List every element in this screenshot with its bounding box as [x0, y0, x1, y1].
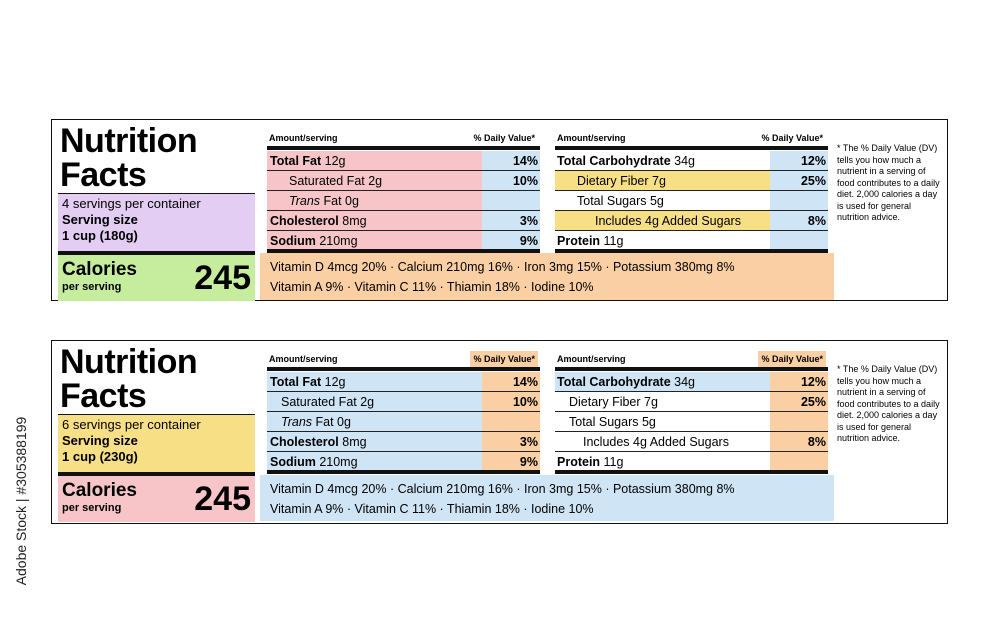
nutrient-row: Protein 11g: [555, 231, 828, 251]
nutrient-column-right: Amount/serving % Daily Value* Total Carb…: [555, 341, 828, 474]
nutrient-row: Dietary Fiber 7g 25%: [555, 171, 828, 191]
label-title: Nutrition Facts: [60, 345, 255, 413]
divider: [555, 470, 828, 474]
calories-box: Calories per serving 245: [58, 472, 255, 522]
nutrient-row: Saturated Fat 2g 10%: [267, 171, 540, 191]
calories-sub: per serving: [62, 502, 122, 514]
nutrient-row: Sodium 210mg 9%: [267, 452, 540, 472]
calories-sub: per serving: [62, 281, 122, 293]
nutrient-row: Total Carbohydrate 34g 12%: [555, 151, 828, 171]
nutrient-row: Total Sugars 5g: [555, 191, 828, 211]
serving-size-value: 1 cup (180g): [62, 228, 138, 243]
nutrient-column-right: Amount/serving % Daily Value* Total Carb…: [555, 120, 828, 253]
divider: [267, 470, 540, 474]
nutrient-row: Saturated Fat 2g 10%: [267, 392, 540, 412]
column-header: Amount/serving % Daily Value*: [267, 130, 540, 146]
stock-id-watermark: Adobe Stock | #305388199: [6, 405, 29, 605]
calories-value: 245: [194, 480, 251, 518]
nutrient-row: Total Carbohydrate 34g 12%: [555, 372, 828, 392]
divider: [267, 146, 540, 150]
stock-id-text: Adobe Stock | #305388199: [13, 416, 29, 586]
nutrient-row: Sodium 210mg 9%: [267, 231, 540, 251]
dv-header: % Daily Value*: [758, 351, 826, 367]
vitamins-box: Vitamin D 4mcg 20% · Calcium 210mg 16% ·…: [260, 475, 834, 521]
column-header: Amount/serving % Daily Value*: [555, 130, 828, 146]
divider: [555, 249, 828, 253]
dv-header: % Daily Value*: [473, 133, 535, 143]
column-header: Amount/serving % Daily Value*: [267, 351, 540, 367]
servings-box: 4 servings per container Serving size 1 …: [58, 193, 255, 251]
serving-size-label: Serving size: [62, 212, 138, 227]
nutrient-row: Cholesterol 8mg 3%: [267, 432, 540, 452]
calories-label: Calories: [62, 259, 137, 280]
daily-value-footnote: * The % Daily Value (DV) tells you how m…: [837, 143, 940, 222]
column-header: Amount/serving % Daily Value*: [555, 351, 828, 367]
nutrient-column-left: Amount/serving % Daily Value* Total Fat …: [267, 341, 540, 474]
vitamins-line-2: Vitamin A 9% · Vitamin C 11% · Thiamin 1…: [270, 502, 594, 516]
title-line-2: Facts: [60, 156, 147, 194]
calories-value: 245: [194, 259, 251, 297]
servings-per-container: 4 servings per container: [62, 196, 201, 211]
amount-header: Amount/serving: [557, 133, 626, 143]
label-title: Nutrition Facts: [60, 124, 255, 192]
calories-label: Calories: [62, 480, 137, 501]
title-line-1: Nutrition: [60, 122, 198, 160]
nutrient-row: Trans Fat 0g: [267, 412, 540, 432]
dv-header: % Daily Value*: [470, 351, 538, 367]
vitamins-line-1: Vitamin D 4mcg 20% · Calcium 210mg 16% ·…: [270, 260, 735, 274]
title-line-1: Nutrition: [60, 343, 198, 381]
serving-size-value: 1 cup (230g): [62, 449, 138, 464]
amount-header: Amount/serving: [269, 133, 338, 143]
nutrient-column-left: Amount/serving % Daily Value* Total Fat …: [267, 120, 540, 253]
vitamins-line-1: Vitamin D 4mcg 20% · Calcium 210mg 16% ·…: [270, 482, 735, 496]
daily-value-footnote: * The % Daily Value (DV) tells you how m…: [837, 364, 940, 443]
divider: [555, 146, 828, 150]
serving-size-label: Serving size: [62, 433, 138, 448]
nutrient-pct: 14%: [512, 154, 538, 168]
calories-box: Calories per serving 245: [58, 251, 255, 301]
amount-header: Amount/serving: [269, 354, 338, 364]
nutrient-row: Trans Fat 0g: [267, 191, 540, 211]
vitamins-line-2: Vitamin A 9% · Vitamin C 11% · Thiamin 1…: [270, 280, 594, 294]
servings-box: 6 servings per container Serving size 1 …: [58, 414, 255, 472]
title-line-2: Facts: [60, 377, 147, 415]
nutrient-row: Total Sugars 5g: [555, 412, 828, 432]
nutrient-row: Dietary Fiber 7g 25%: [555, 392, 828, 412]
nutrient-row: Cholesterol 8mg 3%: [267, 211, 540, 231]
nutrient-row: Total Fat 12g 14%: [267, 372, 540, 392]
vitamins-box: Vitamin D 4mcg 20% · Calcium 210mg 16% ·…: [260, 253, 834, 300]
amount-header: Amount/serving: [557, 354, 626, 364]
nutrition-label-2: Nutrition Facts 6 servings per container…: [51, 340, 948, 524]
divider: [267, 367, 540, 371]
divider: [555, 367, 828, 371]
nutrient-row: Includes 4g Added Sugars 8%: [555, 211, 828, 231]
servings-per-container: 6 servings per container: [62, 417, 201, 432]
nutrition-label-1: Nutrition Facts 4 servings per container…: [51, 119, 948, 301]
nutrient-row: Total Fat 12g 14%: [267, 151, 540, 171]
nutrient-row: Includes 4g Added Sugars 8%: [555, 432, 828, 452]
dv-header: % Daily Value*: [761, 133, 823, 143]
divider: [267, 249, 540, 253]
nutrient-row: Protein 11g: [555, 452, 828, 472]
